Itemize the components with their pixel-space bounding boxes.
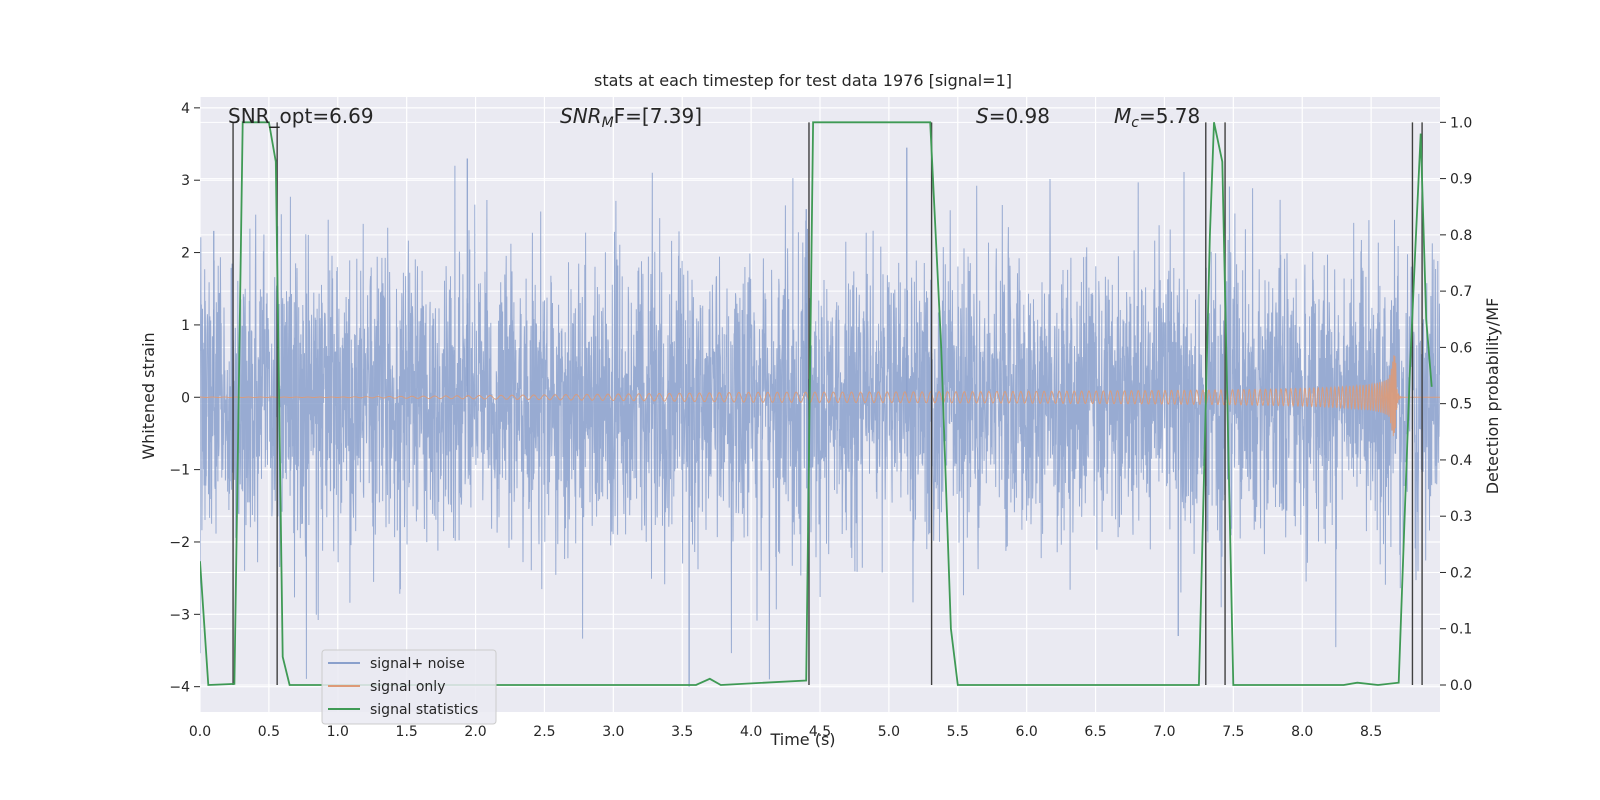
x-tick-label-0: 0.0 (189, 724, 211, 740)
noise-trace (200, 165, 1440, 680)
annotation-mc-main: M (1114, 104, 1131, 128)
y-axis-label: Whitened strain (139, 332, 158, 459)
annotation-mc: Mc=5.78 (1114, 104, 1200, 131)
y-tick-label-0: −4 (169, 680, 190, 696)
y-right-tick-label-5: 0.5 (1450, 397, 1472, 413)
x-tick-label-5: 2.5 (533, 724, 555, 740)
legend-entry-statistics: signal statistics (370, 702, 478, 718)
chart-title: stats at each timestep for test data 197… (594, 71, 1012, 90)
y-right-tick-label-0: 0.0 (1450, 678, 1472, 694)
y-tick-label-4: 0 (181, 390, 190, 406)
x-tick-label-16: 8.0 (1291, 724, 1313, 740)
legend-entry-noise: signal+ noise (370, 656, 465, 672)
y-tick-label-5: 1 (181, 318, 190, 334)
annotation-mc-sub: c (1131, 115, 1139, 131)
annotations: SNR_opt=6.69 SNRMF=[7.39] S=0.98 Mc=5.78 (228, 104, 1200, 131)
series-signal-statistics (200, 121, 1433, 686)
annotation-snr-opt: SNR_opt=6.69 (228, 104, 374, 128)
y-tick-label-6: 2 (181, 246, 190, 262)
x-tick-label-4: 2.0 (464, 724, 486, 740)
x-axis-ticks: 0.0 0.5 1.0 1.5 2.0 2.5 3.0 3.5 4.0 4.5 5.0 5.5 6.0 6… (189, 724, 1382, 740)
plot-content (200, 121, 1440, 687)
annotation-s: S=0.98 (976, 104, 1050, 128)
x-tick-label-2: 1.0 (327, 724, 349, 740)
x-tick-label-11: 5.5 (947, 724, 969, 740)
y-right-tick-label-8: 0.8 (1450, 228, 1472, 244)
y-axis-right-label: Detection probability/MF (1483, 298, 1502, 495)
annotation-snr-mf-tail: F=[7.39] (614, 104, 702, 128)
y-axis-right-ticks: 0.0 0.1 0.2 0.3 0.4 0.5 0.6 0.7 0.8 0.9 1.0 (1440, 115, 1472, 694)
series-signal-plus-noise (200, 147, 1440, 687)
x-tick-label-7: 3.5 (671, 724, 693, 740)
annotation-s-main: S (976, 104, 989, 128)
annotation-mc-tail: =5.78 (1139, 104, 1200, 128)
x-tick-label-12: 6.0 (1016, 724, 1038, 740)
y-right-tick-label-6: 0.6 (1450, 340, 1472, 356)
x-tick-label-10: 5.0 (878, 724, 900, 740)
annotation-snr-mf-main: SNR (560, 104, 602, 128)
x-tick-label-14: 7.0 (1153, 724, 1175, 740)
x-tick-label-15: 7.5 (1222, 724, 1244, 740)
statistics-trace (200, 121, 1433, 686)
annotation-snr-mf: SNRMF=[7.39] (560, 104, 702, 131)
y-right-tick-label-2: 0.2 (1450, 565, 1472, 581)
y-tick-label-3: −1 (169, 463, 190, 479)
event-markers (232, 122, 1423, 685)
y-tick-label-1: −3 (169, 607, 190, 623)
annotation-snr-mf-sub: M (602, 115, 614, 131)
y-right-tick-label-7: 0.7 (1450, 284, 1472, 300)
y-right-tick-label-3: 0.3 (1450, 509, 1472, 525)
y-right-tick-label-9: 0.9 (1450, 172, 1472, 188)
y-tick-label-2: −2 (169, 535, 190, 551)
x-tick-label-17: 8.5 (1360, 724, 1382, 740)
signal-trace (200, 355, 1440, 437)
legend-box (321, 649, 497, 725)
series-signal-only (200, 355, 1440, 437)
y-right-tick-label-10: 1.0 (1450, 115, 1472, 131)
y-right-tick-label-1: 0.1 (1450, 622, 1472, 638)
x-tick-label-8: 4.0 (740, 724, 762, 740)
x-tick-label-1: 0.5 (258, 724, 280, 740)
x-tick-label-3: 1.5 (396, 724, 418, 740)
x-tick-label-13: 6.5 (1084, 724, 1106, 740)
y-axis-ticks: −4 −3 −2 −1 0 1 2 3 4 (169, 101, 200, 696)
legend: signal+ noise signal only signal statist… (321, 649, 497, 725)
annotation-s-tail: =0.98 (989, 104, 1050, 128)
y-right-tick-label-4: 0.4 (1450, 453, 1472, 469)
x-tick-label-9: 4.5 (809, 724, 831, 740)
x-tick-label-6: 3.0 (602, 724, 624, 740)
legend-entry-signal: signal only (370, 679, 445, 695)
x-axis-label: Time (s) (769, 730, 835, 749)
y-tick-label-7: 3 (181, 173, 190, 189)
y-tick-label-8: 4 (181, 101, 190, 117)
